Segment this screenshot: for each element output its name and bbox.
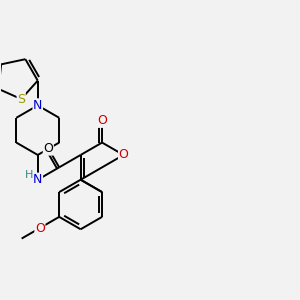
Text: H: H: [25, 170, 33, 180]
Text: N: N: [33, 99, 42, 112]
Text: O: O: [97, 114, 107, 127]
Text: N: N: [33, 173, 42, 186]
Text: S: S: [17, 93, 25, 106]
Text: O: O: [118, 148, 128, 161]
Text: O: O: [35, 221, 45, 235]
Text: O: O: [44, 142, 53, 155]
